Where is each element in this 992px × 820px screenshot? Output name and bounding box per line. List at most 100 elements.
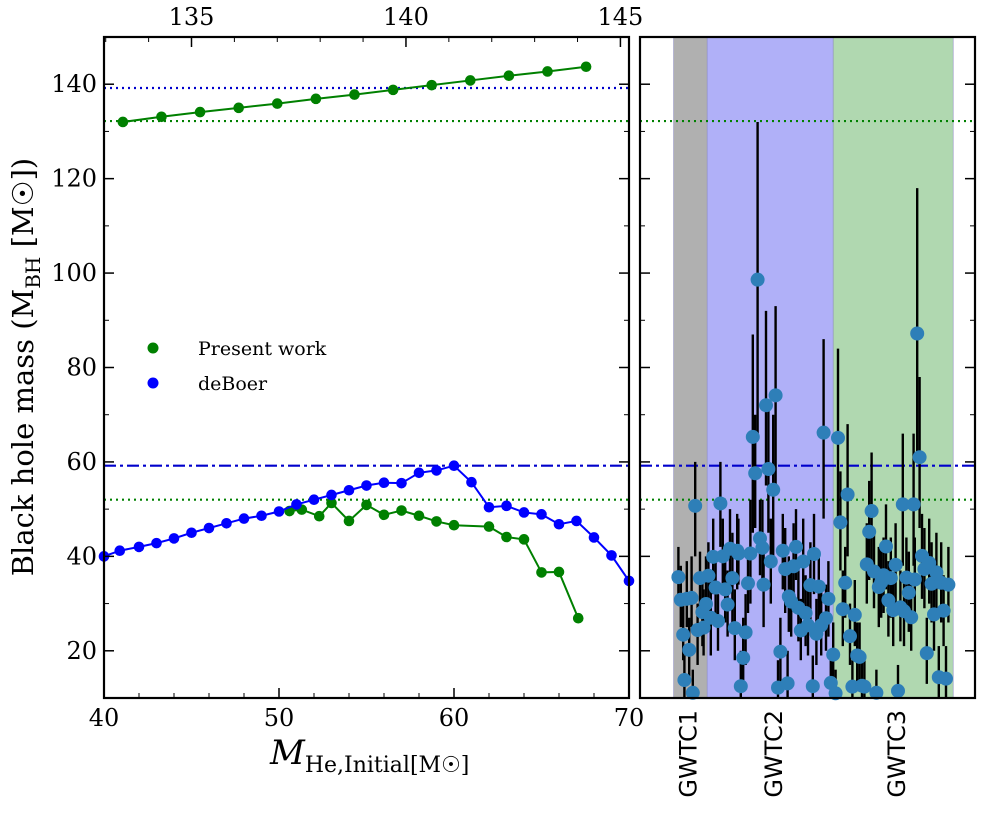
- event-point-14: [701, 568, 716, 583]
- event-point-24: [725, 571, 740, 586]
- y-tick-label-4: 100: [51, 259, 97, 287]
- band-labels: GWTC1 GWTC2 GWTC3: [675, 710, 912, 798]
- event-point-115: [936, 603, 951, 618]
- event-point-74: [840, 487, 855, 502]
- event-point-90: [879, 539, 893, 554]
- left-ticks-layer: 40 50 60 70 20 40 60 80 100 120 140 135 140 145: [51, 3, 644, 732]
- event-point-71: [833, 515, 848, 530]
- series-1-point-7: [221, 518, 232, 529]
- series-1-point-20: [448, 460, 460, 472]
- event-point-43: [768, 388, 783, 403]
- right-events-layer: [671, 121, 956, 701]
- event-point-97: [895, 497, 910, 512]
- event-point-109: [922, 555, 937, 570]
- event-point-3: [677, 673, 692, 688]
- y-tick-label-1: 40: [66, 542, 97, 570]
- event-point-65: [819, 611, 833, 626]
- event-point-12: [696, 620, 711, 635]
- event-point-94: [888, 557, 903, 572]
- event-point-31: [741, 576, 755, 591]
- event-point-105: [912, 450, 927, 465]
- top-x-tick-label-0: 135: [169, 3, 215, 31]
- legend: Present work deBoer: [147, 338, 327, 395]
- series-1-point-11: [291, 499, 302, 510]
- left-plot-frame: [102, 35, 631, 700]
- event-point-108: [919, 646, 934, 661]
- series-0-point-16: [572, 612, 584, 624]
- series-2-point-4: [271, 98, 283, 109]
- series-0-point-6: [378, 509, 390, 521]
- event-point-112: [929, 565, 944, 580]
- event-point-60: [807, 546, 821, 561]
- event-point-104: [910, 326, 925, 341]
- series-2-point-8: [426, 79, 437, 91]
- series-2-point-7: [387, 84, 399, 96]
- left-reference-lines: [104, 86, 629, 501]
- event-point-84: [864, 504, 879, 519]
- series-1-point-10: [273, 506, 285, 517]
- series-1-point-14: [343, 484, 355, 496]
- series-1-point-3: [151, 537, 162, 549]
- series-1-point-24: [518, 507, 530, 518]
- event-point-62: [811, 579, 826, 594]
- event-point-27: [731, 546, 746, 561]
- y-tick-label-2: 60: [66, 448, 97, 476]
- event-point-28: [733, 679, 748, 694]
- x-axis-title: MHe,Initial[M☉]: [269, 733, 469, 778]
- event-point-64: [816, 425, 831, 440]
- event-point-86: [869, 685, 884, 700]
- event-point-52: [789, 539, 803, 554]
- series-1-point-16: [378, 477, 390, 489]
- event-point-34: [748, 466, 763, 481]
- event-point-56: [798, 606, 813, 621]
- series-1-point-4: [168, 533, 180, 544]
- series-1-point-12: [308, 494, 320, 506]
- event-point-0: [671, 570, 686, 585]
- series-2-point-0: [117, 116, 129, 128]
- series-1-point-9: [256, 510, 267, 522]
- series-1-point-23: [501, 500, 512, 512]
- event-point-66: [821, 591, 836, 606]
- event-point-29: [736, 650, 751, 665]
- series-0-point-4: [343, 515, 355, 527]
- series-2-point-10: [503, 70, 515, 82]
- series-0-point-2: [313, 510, 325, 522]
- y-tick-label-0: 20: [66, 637, 97, 665]
- series-0-point-11: [483, 521, 495, 532]
- series-2-point-3: [233, 102, 244, 114]
- event-point-37: [755, 540, 770, 555]
- event-point-21: [718, 582, 733, 597]
- series-1-point-18: [413, 467, 425, 479]
- event-point-5: [682, 642, 697, 657]
- x-tick-label-0: 40: [89, 704, 120, 732]
- event-point-117: [941, 577, 956, 592]
- event-point-116: [939, 671, 953, 686]
- series-0-point-5: [361, 499, 372, 511]
- event-point-38: [756, 577, 771, 592]
- y-axis-title: Black hole mass (MBH [M☉]): [6, 158, 45, 577]
- series-1-point-22: [483, 501, 495, 513]
- series-1-point-28: [588, 532, 600, 543]
- event-point-103: [907, 572, 922, 587]
- series-2-point-12: [580, 61, 592, 73]
- event-point-30: [738, 625, 753, 640]
- event-point-18: [711, 614, 725, 629]
- right-chart-panel: GWTC1 GWTC2 GWTC3: [638, 35, 977, 798]
- series-0-point-10: [448, 519, 460, 531]
- series-2-point-1: [156, 111, 167, 123]
- x-tick-label-2: 60: [439, 704, 470, 732]
- series-1-point-15: [361, 480, 372, 491]
- series-1-point-25: [536, 509, 547, 520]
- event-point-8: [688, 498, 703, 513]
- band-label-gwtc1: GWTC1: [675, 710, 703, 798]
- event-point-59: [805, 679, 820, 694]
- legend-label-present-work: Present work: [198, 338, 327, 360]
- series-2-point-2: [194, 106, 206, 118]
- series-2-point-6: [349, 89, 360, 100]
- series-2-point-5: [310, 93, 322, 105]
- legend-marker-deboer: [147, 377, 159, 389]
- series-1-point-17: [396, 477, 407, 489]
- event-point-45: [773, 644, 788, 659]
- event-point-19: [713, 496, 728, 511]
